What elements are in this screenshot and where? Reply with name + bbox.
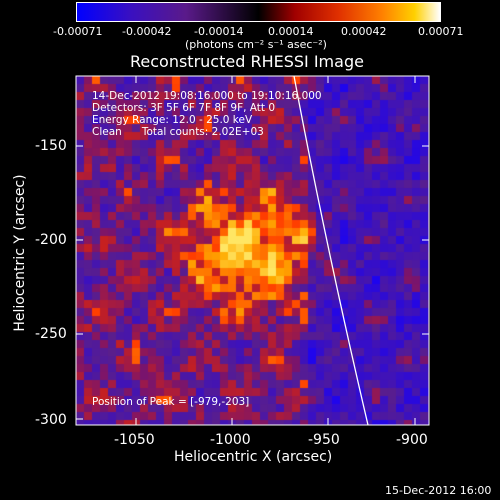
y-tick: -200 — [35, 232, 67, 248]
info-line-3: Energy Range: 12.0 - 25.0 keV — [92, 114, 253, 126]
x-tick: -900 — [396, 432, 428, 448]
y-tick: -300 — [35, 412, 67, 428]
colorbar-tick: 0.00071 — [418, 25, 464, 38]
x-tick: -1050 — [114, 432, 155, 448]
colorbar-tick-labels: -0.00071 -0.00042 -0.00014 0.00014 0.000… — [0, 25, 500, 39]
peak-position: Position of Peak = [-979,-203] — [92, 396, 250, 408]
x-axis-label: Heliocentric X (arcsec) — [174, 449, 333, 465]
colorbar — [76, 2, 441, 22]
x-tick: -950 — [308, 432, 340, 448]
solar-image: 14-Dec-2012 19:08:16.000 to 19:10:16.000… — [76, 76, 429, 425]
colorbar-tick: 0.00014 — [268, 25, 314, 38]
info-line-4: Clean Total counts: 2.02E+03 — [92, 126, 264, 138]
info-line-1: 14-Dec-2012 19:08:16.000 to 19:10:16.000 — [92, 90, 322, 102]
colorbar-tick: -0.00042 — [122, 25, 172, 38]
plot-title: Reconstructed RHESSI Image — [130, 52, 364, 71]
y-tick: -150 — [35, 138, 67, 154]
y-tick: -250 — [35, 326, 67, 342]
colorbar-units: (photons cm⁻² s⁻¹ asec⁻²) — [185, 38, 327, 51]
colorbar-tick: -0.00071 — [53, 25, 103, 38]
colorbar-tick: 0.00042 — [341, 25, 387, 38]
x-tick: -1000 — [210, 432, 251, 448]
colorbar-tick: -0.00014 — [194, 25, 244, 38]
y-axis-label: Heliocentric Y (arcsec) — [12, 174, 28, 332]
timestamp: 15-Dec-2012 16:00 — [385, 484, 492, 497]
info-line-2: Detectors: 3F 5F 6F 7F 8F 9F, Att 0 — [92, 102, 276, 114]
solar-limb-line — [293, 76, 369, 425]
